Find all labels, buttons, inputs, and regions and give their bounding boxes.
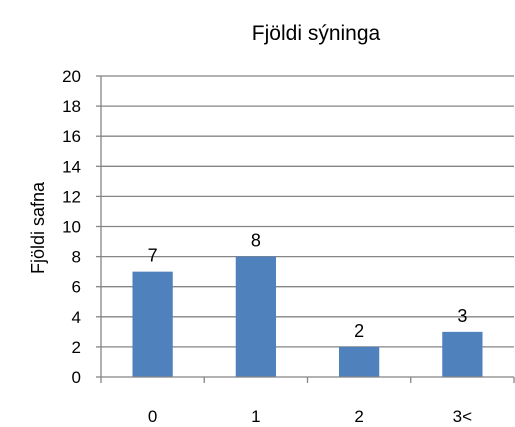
x-tick-label: 3< (453, 407, 472, 426)
y-tick-label: 16 (62, 127, 81, 146)
bars (132, 256, 483, 377)
y-tick-label: 18 (62, 97, 81, 116)
axes (96, 75, 515, 383)
x-tick-label: 0 (148, 407, 157, 426)
y-tick-label: 2 (72, 338, 81, 357)
x-tick-label: 2 (354, 407, 363, 426)
data-label: 3 (457, 306, 467, 326)
bar-2 (338, 346, 380, 377)
y-tick-label: 10 (62, 218, 81, 237)
y-tick-label: 0 (72, 368, 81, 387)
x-tick-label: 1 (251, 407, 260, 426)
data-label: 8 (251, 231, 261, 251)
y-tick-label: 4 (72, 308, 81, 327)
chart-title: Fjöldi sýninga (252, 22, 381, 45)
y-tick-label: 12 (62, 187, 81, 206)
bar-0 (132, 271, 173, 377)
y-axis-label: Fjöldi safna (28, 181, 48, 274)
data-label: 2 (354, 321, 364, 341)
bar-3< (442, 331, 483, 377)
y-tick-label: 6 (72, 278, 81, 297)
data-label: 7 (148, 246, 158, 266)
bar-1 (235, 256, 277, 377)
y-tick-label: 14 (62, 157, 81, 176)
y-tick-label: 8 (72, 248, 81, 267)
y-tick-label: 20 (62, 67, 81, 86)
